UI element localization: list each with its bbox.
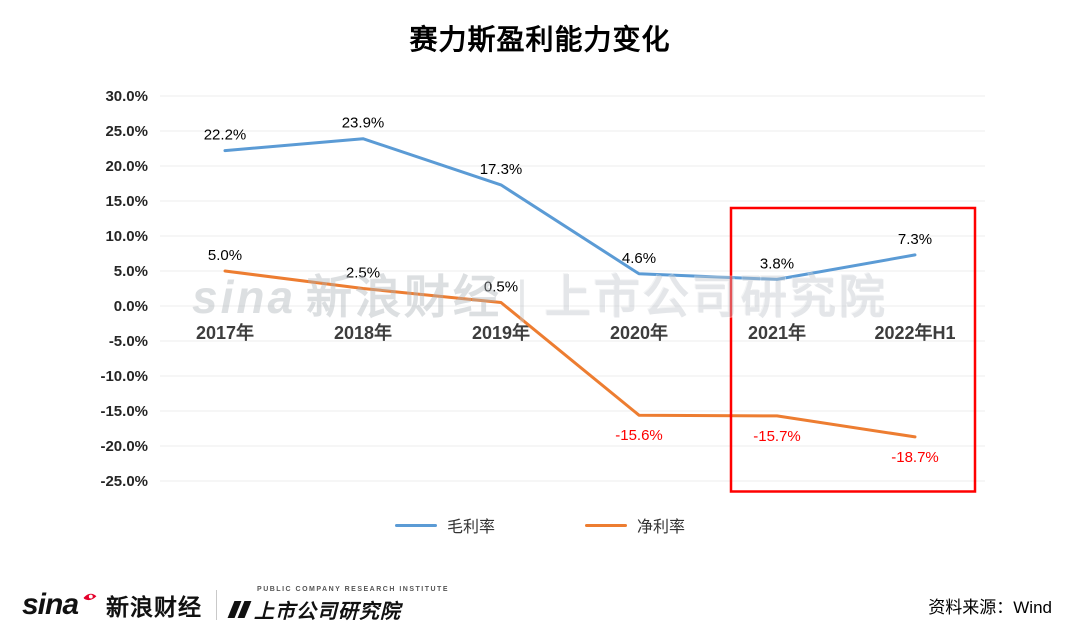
- y-axis-tick: 30.0%: [105, 88, 148, 105]
- sina-brand-cn: 新浪财经: [106, 594, 203, 620]
- chart-canvas: 30.0% 25.0% 20.0% 15.0% 10.0% 5.0% 0.0% -5.0% -1…: [100, 88, 985, 493]
- data-label: 2.5%: [346, 265, 380, 282]
- x-axis-label: 2020年: [610, 322, 668, 343]
- institute-logo: PUBLIC COMPANY RESEARCH INSTITUTE 上市公司研究…: [227, 586, 450, 624]
- series-line-净利率: [223, 269, 917, 439]
- x-axis-label: 2019年: [472, 322, 530, 343]
- x-axis-label: 2022年H1: [874, 322, 955, 343]
- legend-item-net-margin[interactable]: 净利率: [585, 513, 685, 537]
- highlight-box: [729, 206, 977, 493]
- series-line-毛利率: [223, 137, 917, 281]
- y-axis-tick: 20.0%: [105, 158, 148, 175]
- data-label: 23.9%: [342, 115, 385, 132]
- footer: sina 新浪财经 PUBLIC COMPANY RESEARCH INSTIT…: [0, 574, 1080, 628]
- data-source: 资料来源：Wind: [928, 597, 1052, 617]
- y-axis-tick: 25.0%: [105, 123, 148, 140]
- data-label: -15.6%: [615, 427, 663, 444]
- data-label: 3.8%: [760, 255, 794, 272]
- gross-margin-line-swatch: [394, 523, 437, 527]
- brand-divider: [216, 590, 218, 620]
- y-axis-tick: 5.0%: [114, 263, 148, 280]
- chart-legend: 毛利率 净利率: [0, 510, 1080, 540]
- chart-title: 赛力斯盈利能力变化: [409, 24, 671, 55]
- y-axis-tick: -25.0%: [100, 473, 148, 490]
- y-axis-tick: 0.0%: [114, 298, 148, 315]
- legend-label-gross-margin: 毛利率: [446, 519, 495, 536]
- y-axis-tick: -10.0%: [100, 368, 148, 385]
- institute-name-en: PUBLIC COMPANY RESEARCH INSTITUTE: [257, 586, 450, 593]
- line-chart: 30.0% 25.0% 20.0% 15.0% 10.0% 5.0% 0.0% -5.0% -1…: [0, 66, 1080, 508]
- legend-label-net-margin: 净利率: [637, 519, 686, 536]
- institute-name-cn: 上市公司研究院: [254, 601, 402, 623]
- x-axis-label: 2017年: [196, 322, 254, 343]
- chart-page: 赛力斯盈利能力变化 30.0% 25.0% 20.0% 15.0% 10.0% 5.0% 0…: [0, 18, 1080, 628]
- sina-logo: sina 新浪财经: [22, 588, 202, 622]
- y-axis-tick: 10.0%: [105, 228, 148, 245]
- brand-row: sina 新浪财经 PUBLIC COMPANY RESEARCH INSTIT…: [22, 586, 449, 624]
- data-label: 7.3%: [898, 231, 932, 248]
- institute-slashes-icon: [227, 601, 252, 618]
- data-label: 0.5%: [484, 279, 518, 296]
- y-axis-tick: -20.0%: [100, 438, 148, 455]
- sina-eye-icon: [83, 593, 97, 601]
- y-axis-tick: -5.0%: [109, 333, 148, 350]
- data-label: -18.7%: [891, 449, 939, 466]
- x-axis-label: 2018年: [334, 322, 392, 343]
- net-margin-line-swatch: [585, 523, 627, 527]
- data-label: 4.6%: [622, 250, 656, 267]
- data-label: -15.7%: [753, 428, 801, 445]
- y-axis-tick: 15.0%: [105, 193, 148, 210]
- data-label: 22.2%: [204, 127, 247, 144]
- y-axis-tick: -15.0%: [100, 403, 148, 420]
- data-label: 17.3%: [480, 161, 523, 178]
- data-label: 5.0%: [208, 247, 242, 264]
- x-axis-label: 2021年: [748, 322, 806, 343]
- sina-wordmark: sina: [22, 588, 79, 621]
- legend-item-gross-margin[interactable]: 毛利率: [394, 513, 495, 537]
